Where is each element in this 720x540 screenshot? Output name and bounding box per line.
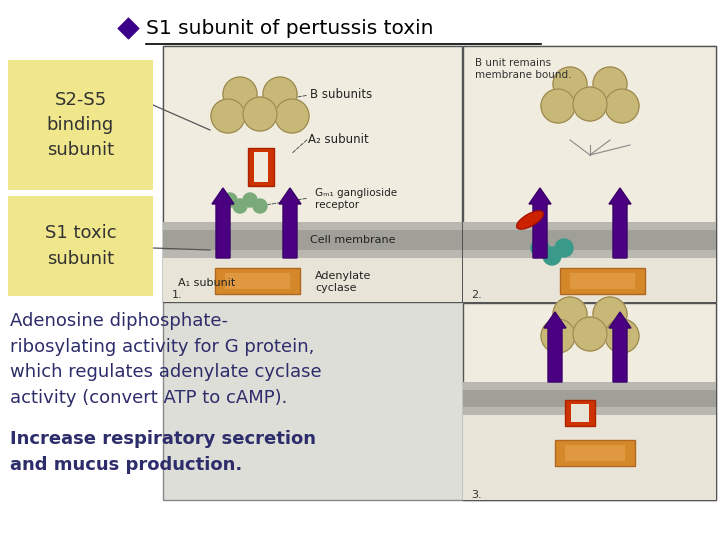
Circle shape (541, 89, 575, 123)
Circle shape (543, 247, 561, 265)
Circle shape (593, 297, 627, 331)
Text: S2-S5
binding
subunit: S2-S5 binding subunit (47, 91, 114, 159)
Bar (463, 415, 716, 500)
Bar (463, 46, 716, 302)
Bar (8, 196, 153, 296)
Bar (163, 222, 462, 258)
Circle shape (593, 67, 627, 101)
Text: S1 subunit of pertussis toxin: S1 subunit of pertussis toxin (146, 18, 433, 37)
Bar (225, 273, 290, 289)
Circle shape (233, 199, 247, 213)
Circle shape (541, 319, 575, 353)
Circle shape (605, 89, 639, 123)
Bar (463, 390, 716, 407)
FancyArrow shape (212, 188, 234, 258)
Text: S1 toxic
subunit: S1 toxic subunit (45, 225, 117, 267)
Text: 2.: 2. (471, 290, 482, 300)
Bar (463, 303, 716, 500)
Circle shape (243, 97, 277, 131)
Bar (254, 152, 268, 182)
Text: 3.: 3. (471, 490, 482, 500)
Bar (248, 148, 274, 186)
Bar (163, 46, 462, 302)
Bar (163, 258, 462, 302)
Bar (565, 445, 625, 461)
Text: Adenosine diphosphate-
ribosylating activity for G protein,
which regulates aden: Adenosine diphosphate- ribosylating acti… (10, 312, 322, 407)
Circle shape (253, 199, 267, 213)
Circle shape (553, 297, 587, 331)
Bar (463, 382, 716, 415)
FancyArrow shape (609, 312, 631, 382)
Circle shape (555, 239, 573, 257)
Text: Increase respiratory secretion
and mucus production.: Increase respiratory secretion and mucus… (10, 430, 316, 474)
FancyArrow shape (609, 188, 631, 258)
Point (122, 24, 134, 32)
Bar (463, 230, 716, 250)
Bar (571, 404, 589, 422)
Bar (8, 60, 153, 190)
Circle shape (553, 67, 587, 101)
Circle shape (263, 77, 297, 111)
Text: B unit remains
membrane bound.: B unit remains membrane bound. (475, 58, 572, 79)
Bar (215, 268, 300, 294)
Text: B subunits: B subunits (310, 88, 372, 101)
Bar (163, 230, 462, 250)
Circle shape (223, 193, 237, 207)
Circle shape (275, 99, 309, 133)
Text: 1.: 1. (172, 290, 183, 300)
Bar (565, 400, 595, 426)
Circle shape (531, 239, 549, 257)
FancyArrow shape (544, 312, 566, 382)
Circle shape (223, 77, 257, 111)
Circle shape (605, 319, 639, 353)
Bar (463, 222, 716, 258)
Text: A₁ subunit: A₁ subunit (178, 278, 235, 288)
Text: Gₘ₁ ganglioside
receptor: Gₘ₁ ganglioside receptor (315, 188, 397, 210)
Circle shape (573, 317, 607, 351)
FancyArrow shape (279, 188, 301, 258)
Circle shape (211, 99, 245, 133)
Text: Cell membrane: Cell membrane (310, 235, 395, 245)
Bar (463, 258, 716, 302)
Bar (560, 268, 645, 294)
Circle shape (573, 87, 607, 121)
Bar (163, 46, 716, 500)
Bar (555, 440, 635, 466)
Circle shape (243, 193, 257, 207)
Bar (570, 273, 635, 289)
Ellipse shape (517, 211, 544, 229)
Text: A₂ subunit: A₂ subunit (308, 133, 369, 146)
Text: Adenylate
cyclase: Adenylate cyclase (315, 271, 372, 293)
FancyArrow shape (529, 188, 551, 258)
